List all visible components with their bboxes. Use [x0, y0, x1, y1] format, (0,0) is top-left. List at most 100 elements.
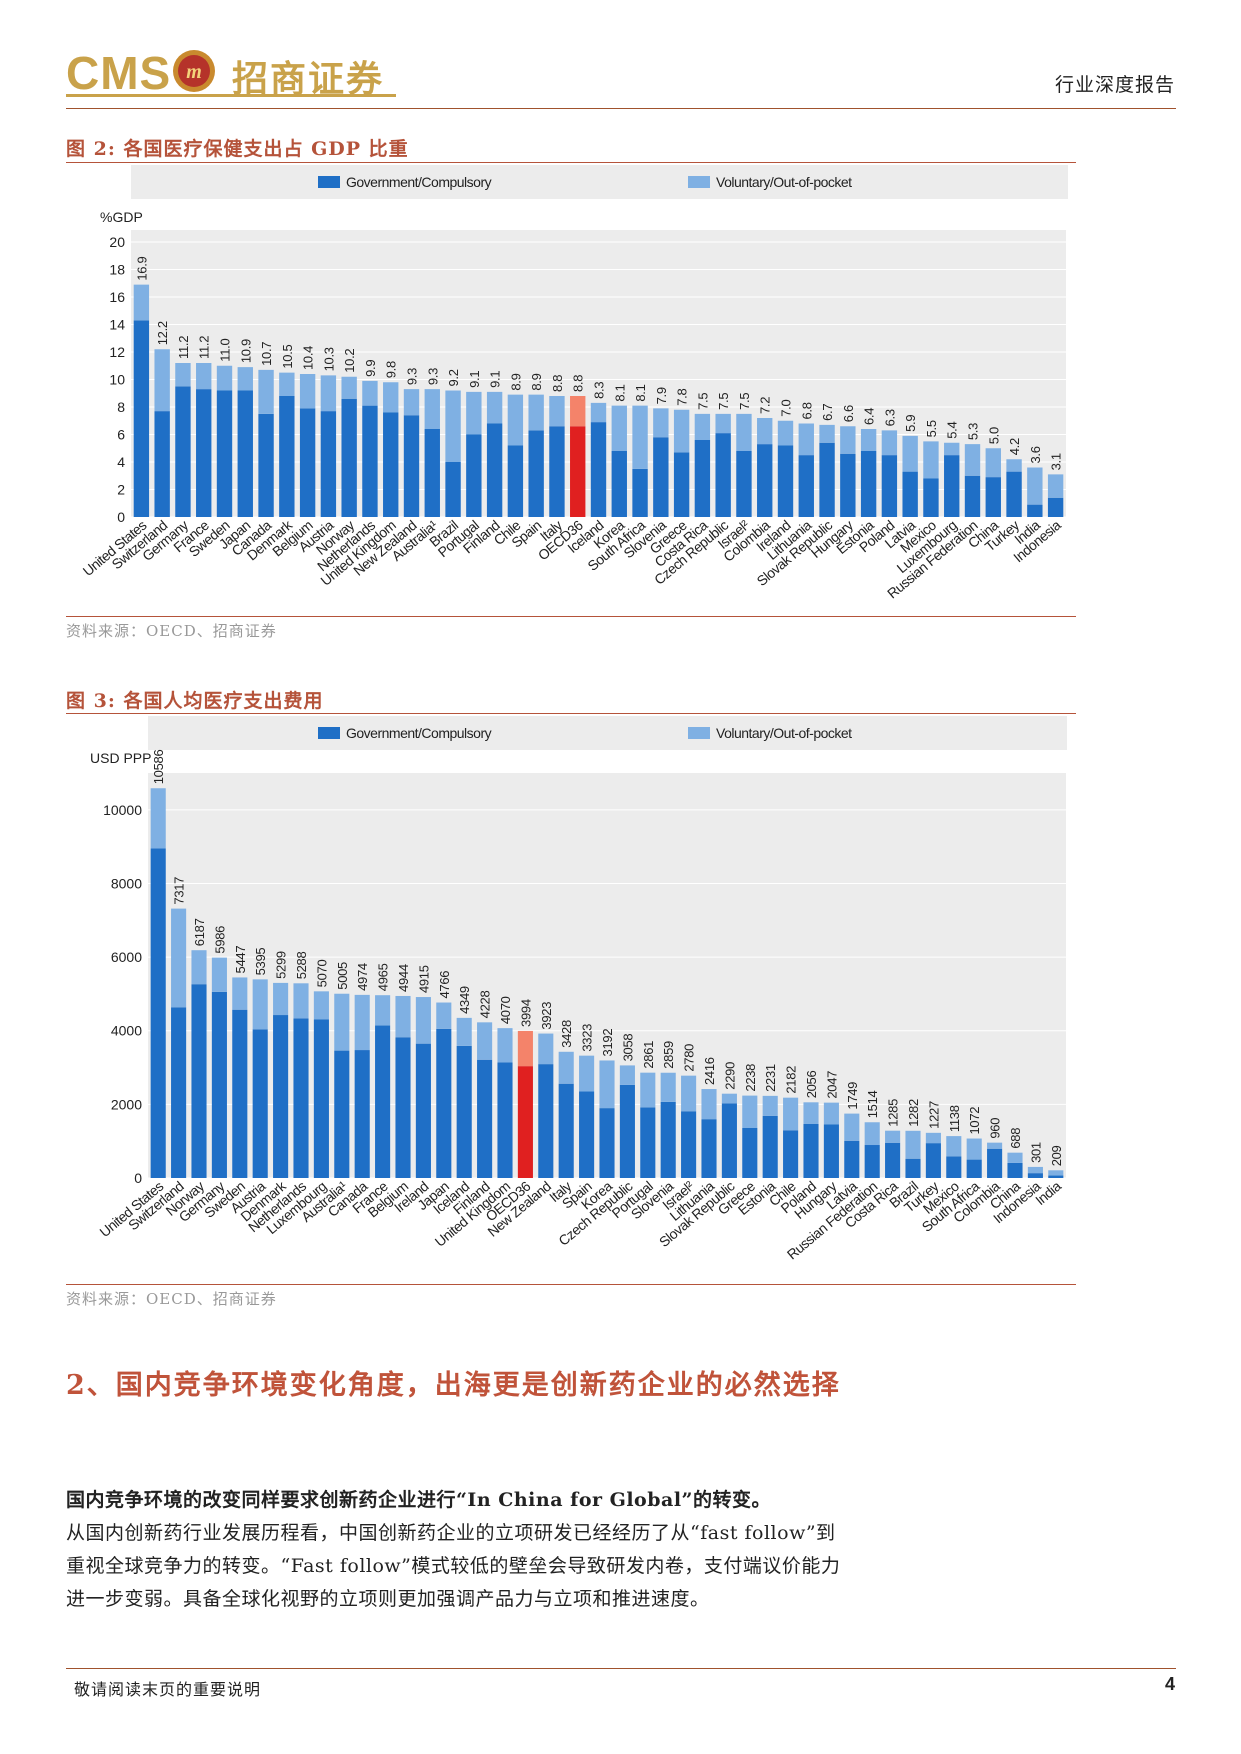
chart2-value-label: 4974 — [355, 963, 370, 991]
chart2-category-label: Norway — [163, 1178, 208, 1219]
chart2-bar-voluntary-chile — [783, 1097, 799, 1131]
chart2-category-label: Denmark — [237, 1177, 289, 1224]
chart1-bar-government-iceland — [590, 422, 607, 517]
footer-divider — [66, 1668, 1176, 1669]
chart2-bar-voluntary-australia — [334, 993, 350, 1051]
chart1-y-tick-label: 0 — [117, 509, 125, 525]
chart1-bar-voluntary-india — [1027, 467, 1043, 505]
chart1-value-label: 6.7 — [820, 404, 835, 421]
chart1-bar-voluntary-lithuania — [798, 423, 814, 456]
chart2-legend-swatch-government — [318, 727, 340, 739]
chart1-value-label: 11.2 — [197, 336, 212, 359]
chart2-value-label: 10586 — [151, 750, 166, 785]
chart2-value-label: 1227 — [926, 1101, 941, 1129]
chart1-value-label: 8.1 — [612, 384, 627, 401]
chart2-bar-government-switzerland — [171, 1007, 187, 1178]
chart2-bar-voluntary-luxembourg — [313, 991, 329, 1020]
chart1-bar-voluntary-slovak-republic — [819, 424, 835, 443]
chart1-bar-government-germany — [175, 386, 191, 517]
chart2-value-label: 2047 — [824, 1071, 839, 1099]
chart2-bar-government-colombia — [987, 1148, 1003, 1178]
chart2-category-label: India — [1032, 1178, 1064, 1209]
chart2-value-label: 1749 — [845, 1082, 860, 1110]
chart1-bar-government-slovak-republic — [819, 442, 835, 517]
chart1-category-label: Colombia — [720, 517, 773, 565]
chart2-value-label: 3994 — [518, 999, 533, 1027]
header-divider — [66, 108, 1176, 109]
chart2-bar-voluntary-france — [375, 995, 391, 1026]
chart2-bar-government-new-zealand — [538, 1064, 554, 1178]
chart2-bar-voluntary-italy — [558, 1051, 574, 1084]
chart1-value-label: 9.9 — [363, 360, 378, 377]
chart1-category-label: United States — [80, 517, 150, 579]
chart1-bar-government-hungary — [840, 453, 856, 517]
chart1-bar-government-poland — [881, 455, 898, 517]
chart1-bar-government-ireland — [777, 445, 794, 517]
chart2-category-label: Mexico — [920, 1178, 963, 1217]
logo: CMS m 招商证券 — [66, 44, 406, 102]
chart1-legend-swatch-government — [318, 176, 340, 188]
chart2-bar-government-hungary — [823, 1124, 839, 1178]
figure-2-source-rule — [66, 616, 1076, 617]
chart1-bar-voluntary-spain — [528, 394, 544, 431]
chart2-y-tick-label: 4000 — [111, 1023, 142, 1039]
chart2-bar-government-russian-federation — [864, 1145, 880, 1178]
chart1-value-label: 8.9 — [508, 373, 523, 390]
chart2-value-label: 4349 — [457, 986, 472, 1014]
chart1-bar-government-finland — [486, 423, 503, 517]
chart1-value-label: 3.1 — [1049, 453, 1064, 470]
chart2-category-label: China — [987, 1178, 1024, 1213]
chart1-bar-government-italy — [549, 426, 565, 517]
chart2-category-label: United States — [96, 1178, 166, 1240]
chart2-bar-government-united-states — [150, 848, 166, 1178]
chart2-value-label: 4766 — [437, 971, 452, 999]
chart2-bar-voluntary-ireland — [415, 997, 431, 1044]
chart2-category-label: Colombia — [950, 1178, 1003, 1226]
chart1-bar-government-japan — [237, 390, 253, 517]
chart1-y-tick-label: 20 — [109, 234, 125, 250]
chart1-bar-government-australia — [424, 429, 440, 517]
chart1-bar-voluntary-ireland — [777, 420, 794, 446]
chart1-bar-voluntary-greece — [673, 409, 690, 453]
chart2-category-label: South Africa — [919, 1178, 983, 1235]
chart1-value-label: 7.0 — [779, 400, 794, 417]
paragraph-body: 从国内创新药行业发展历程看，中国创新药企业的立项研发已经经历了从“fast fo… — [66, 1522, 841, 1610]
chart2-bar-government-iceland — [456, 1045, 472, 1178]
chart2-bar-voluntary-denmark — [273, 982, 289, 1016]
chart2-bar-government-denmark — [273, 1015, 289, 1178]
chart2-value-label: 2056 — [804, 1071, 819, 1099]
chart2-bar-voluntary-netherlands — [293, 983, 309, 1019]
chart2-bar-government-south-africa — [966, 1159, 982, 1178]
chart1-bar-government-costa-rica — [694, 440, 711, 517]
chart1-category-label: Finland — [460, 517, 503, 557]
chart1-bar-government-china — [985, 477, 1001, 517]
chart2-category-label: Australia¹ — [298, 1178, 350, 1226]
chart1-bar-voluntary-luxembourg — [944, 442, 960, 456]
chart1-bar-voluntary-indonesia — [1047, 474, 1064, 498]
chart1-value-label: 6.3 — [882, 409, 897, 426]
logo-text: CMS — [66, 47, 172, 99]
chart1-bar-government-slovenia — [653, 437, 669, 517]
chart1-value-label: 5.3 — [966, 423, 981, 440]
chart2-bar-government-greece — [742, 1128, 758, 1178]
chart1-bar-government-india — [1027, 504, 1043, 517]
chart2-y-tick-label: 2000 — [111, 1096, 142, 1112]
chart2-bar-voluntary-indonesia — [1027, 1166, 1043, 1174]
chart1-bar-government-mexico — [923, 478, 939, 517]
chart1-category-label: Germany — [139, 517, 191, 564]
chart1-category-label: Brazil — [426, 517, 461, 550]
chart1-value-label: 4.2 — [1007, 438, 1022, 455]
chart1-bar-government-sweden — [216, 390, 233, 517]
chart2-value-label: 2861 — [641, 1041, 656, 1069]
chart1-legend-swatch-voluntary — [688, 176, 710, 188]
chart2-y-tick-label: 6000 — [111, 949, 142, 965]
chart1-bar-government-netherlands — [362, 405, 378, 517]
chart2-bar-government-australia — [334, 1050, 350, 1178]
chart1-bar-government-colombia — [757, 444, 773, 517]
chart1-value-label: 10.3 — [321, 347, 336, 371]
chart2-value-label: 2238 — [743, 1064, 758, 1092]
chart2-bar-voluntary-canada — [354, 994, 370, 1051]
chart2-bar-government-italy — [558, 1083, 574, 1178]
chart2-bar-government-japan — [436, 1028, 452, 1178]
chart1-value-label: 7.9 — [654, 387, 669, 404]
